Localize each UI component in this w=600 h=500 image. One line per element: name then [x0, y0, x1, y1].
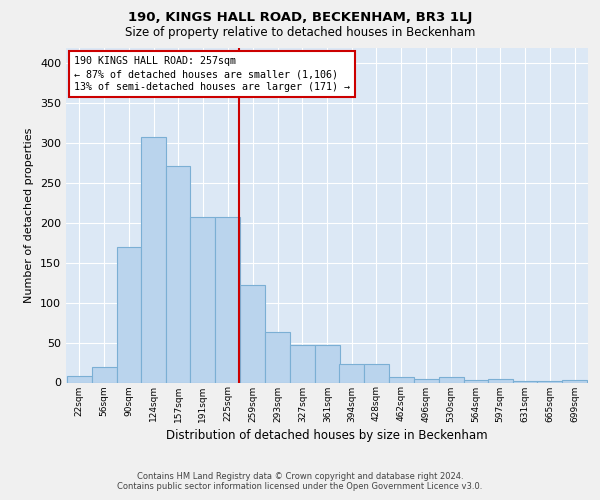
Bar — [512, 381, 538, 382]
Bar — [166, 166, 190, 382]
Text: 190 KINGS HALL ROAD: 257sqm
← 87% of detached houses are smaller (1,106)
13% of : 190 KINGS HALL ROAD: 257sqm ← 87% of det… — [74, 56, 350, 92]
Text: 190, KINGS HALL ROAD, BECKENHAM, BR3 1LJ: 190, KINGS HALL ROAD, BECKENHAM, BR3 1LJ — [128, 11, 472, 24]
Bar — [215, 218, 240, 382]
Bar — [92, 366, 116, 382]
Bar — [339, 364, 364, 382]
Bar — [364, 364, 389, 382]
Bar — [464, 380, 488, 382]
Bar — [240, 285, 265, 382]
Bar — [389, 377, 414, 382]
X-axis label: Distribution of detached houses by size in Beckenham: Distribution of detached houses by size … — [166, 428, 488, 442]
Bar — [290, 345, 315, 383]
Bar — [488, 380, 512, 382]
Text: Contains public sector information licensed under the Open Government Licence v3: Contains public sector information licen… — [118, 482, 482, 491]
Bar — [265, 332, 290, 382]
Y-axis label: Number of detached properties: Number of detached properties — [25, 128, 34, 302]
Bar — [142, 137, 166, 382]
Bar — [67, 376, 92, 382]
Bar — [538, 381, 562, 382]
Bar — [190, 218, 215, 382]
Bar — [414, 378, 439, 382]
Text: Contains HM Land Registry data © Crown copyright and database right 2024.: Contains HM Land Registry data © Crown c… — [137, 472, 463, 481]
Bar — [562, 380, 587, 382]
Bar — [116, 247, 142, 382]
Bar — [439, 377, 464, 382]
Text: Size of property relative to detached houses in Beckenham: Size of property relative to detached ho… — [125, 26, 475, 39]
Bar — [315, 345, 340, 383]
